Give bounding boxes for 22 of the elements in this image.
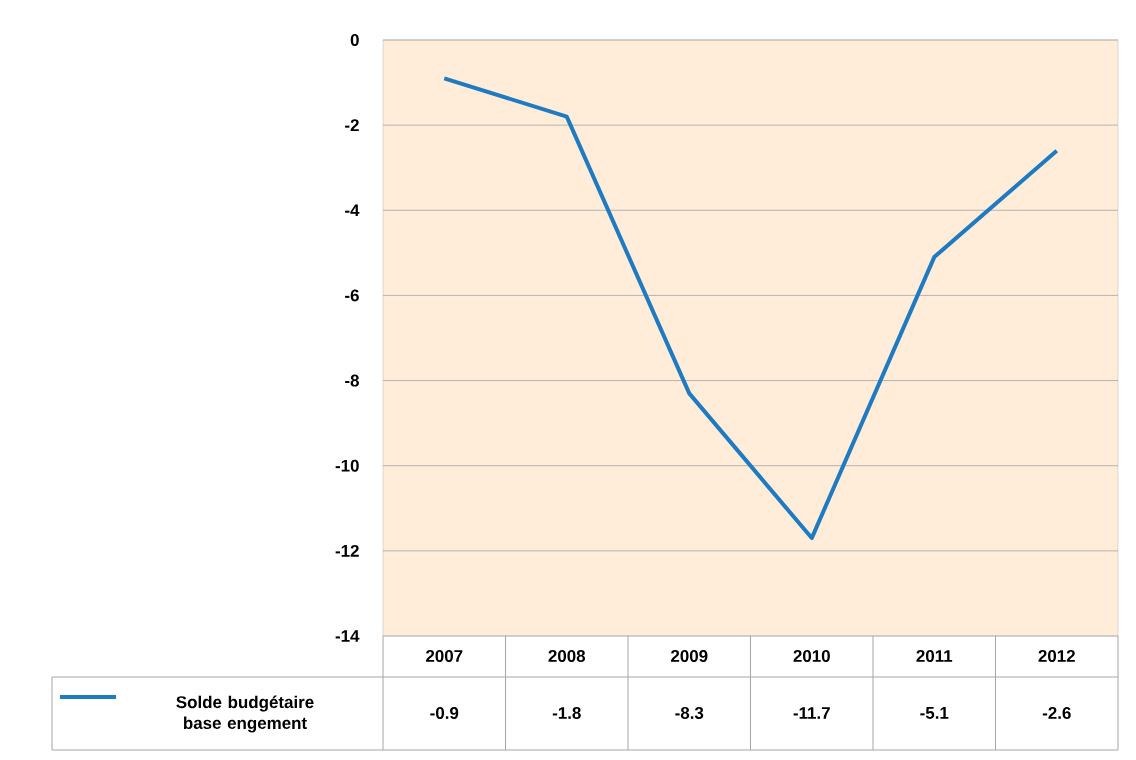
- y-tick-label: -6: [345, 289, 359, 302]
- x-tick-label: 2007: [426, 650, 463, 662]
- y-tick-label: -2: [345, 119, 359, 132]
- x-tick-label: 2011: [916, 650, 953, 662]
- y-tick-label: 0: [350, 33, 359, 46]
- data-label: -1.8: [552, 707, 581, 719]
- y-tick-label: -10: [335, 459, 359, 472]
- data-label: -11.7: [793, 707, 830, 719]
- x-tick-label: 2010: [793, 650, 830, 662]
- line-series: [442, 76, 1059, 541]
- data-label: -2.6: [1042, 707, 1071, 719]
- x-tick-label: 2009: [671, 650, 708, 662]
- y-tick-label: -4: [345, 204, 360, 217]
- data-label: -0.9: [430, 707, 459, 719]
- y-tick-label: -12: [335, 544, 359, 557]
- text: Solde budgétaire base engement: [176, 695, 314, 733]
- data-label: -8.3: [675, 706, 704, 720]
- data-label: -5.1: [920, 707, 949, 719]
- x-tick-label: 2012: [1038, 650, 1075, 662]
- y-tick-label: -8: [345, 374, 359, 387]
- y-tick-label: -14: [335, 630, 360, 642]
- x-tick-label: 2008: [548, 650, 586, 662]
